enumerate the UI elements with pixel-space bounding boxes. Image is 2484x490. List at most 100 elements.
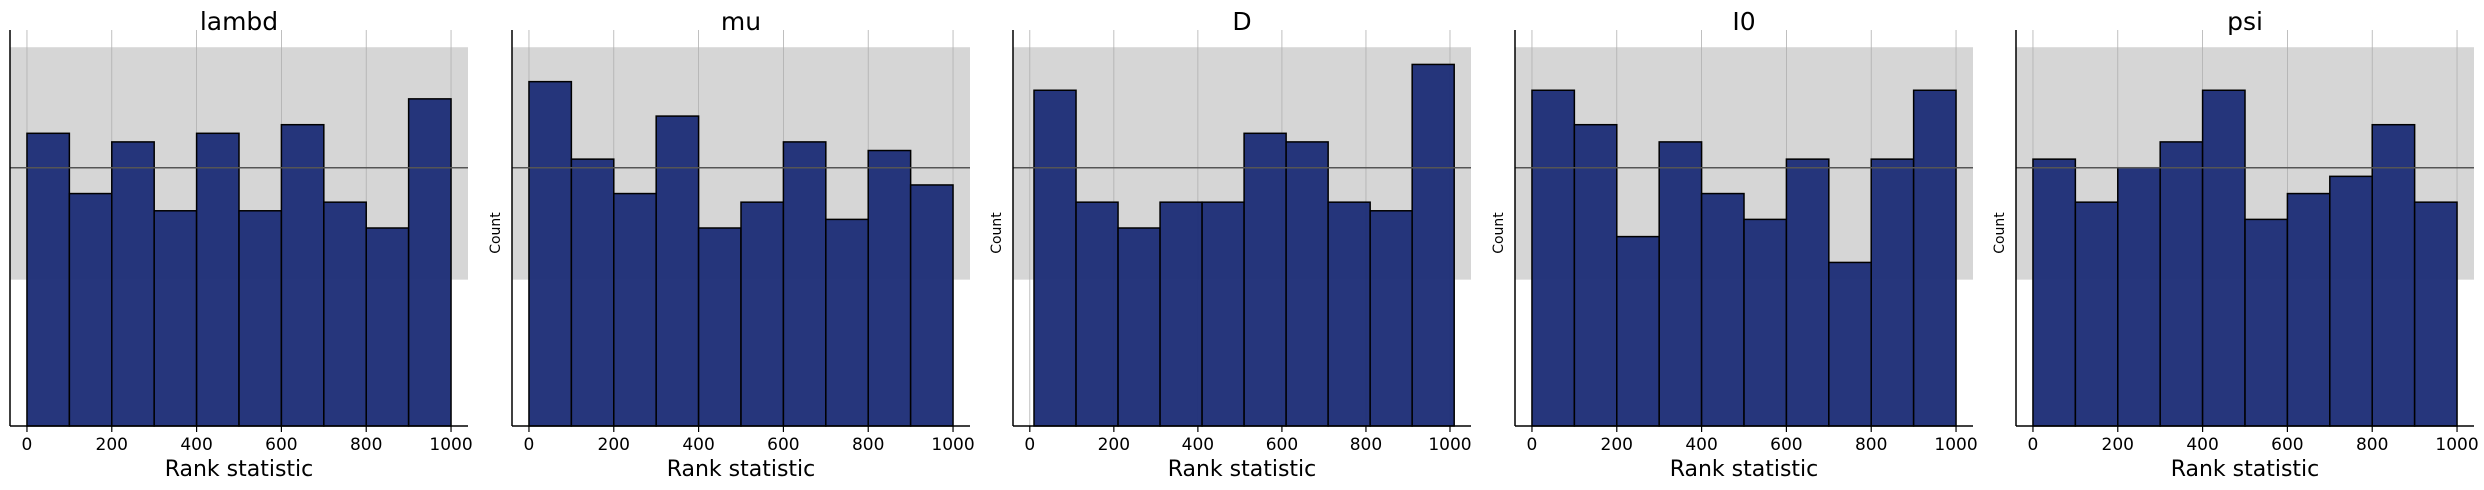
x-tick-label: 1000 <box>1934 435 1977 455</box>
x-tick-label: 600 <box>767 435 799 455</box>
x-tick-label: 1000 <box>931 435 974 455</box>
histogram-bar <box>1327 201 1371 427</box>
histogram-bar <box>153 210 198 427</box>
histogram-panel-3: 0 200 400 600 800 1000 I0 Rank statistic Count <box>1491 7 1978 482</box>
x-tick-label: 400 <box>1182 435 1214 455</box>
histogram-bar <box>1531 89 1576 427</box>
x-tick-label: 200 <box>1098 435 1130 455</box>
histogram-bar <box>1912 89 1957 427</box>
histogram-bar <box>1700 192 1745 427</box>
histogram-bar <box>570 158 615 427</box>
x-tick-label: 600 <box>1770 435 1802 455</box>
x-tick-label: 1000 <box>429 435 472 455</box>
x-axis-label: Rank statistic <box>165 457 314 482</box>
chart-title: mu <box>721 7 761 36</box>
x-tick-label: 400 <box>2186 435 2218 455</box>
chart-title: I0 <box>1732 7 1755 36</box>
histogram-bar <box>528 80 573 427</box>
x-tick-label: 200 <box>1601 435 1633 455</box>
x-tick-label: 1000 <box>1428 435 1471 455</box>
histogram-bar <box>26 132 71 427</box>
histogram-bar <box>2201 89 2246 427</box>
histogram-bar <box>1369 210 1413 427</box>
histogram-bar <box>2286 192 2331 427</box>
histogram-bar <box>867 149 912 427</box>
histogram-bar <box>1870 158 1915 427</box>
histogram-bar <box>1201 201 1245 427</box>
x-tick-label: 0 <box>22 435 33 455</box>
chart-title: D <box>1232 7 1251 36</box>
x-tick-label: 800 <box>1350 435 1382 455</box>
histogram-panel-1: 0 200 400 600 800 1000 mu Rank statistic Count <box>488 7 975 482</box>
x-tick-label: 600 <box>2271 435 2303 455</box>
x-tick-label: 400 <box>682 435 714 455</box>
x-tick-label: 0 <box>1024 435 1035 455</box>
histogram-bar <box>1658 141 1703 427</box>
x-tick-label: 600 <box>265 435 297 455</box>
histogram-bar <box>697 227 742 427</box>
histogram-bar <box>909 184 954 427</box>
histogram-bar <box>1616 235 1660 427</box>
histogram-bar <box>2074 201 2119 427</box>
histogram-bar <box>1075 201 1119 427</box>
x-axis-label: Rank statistic <box>1670 457 1819 482</box>
histogram-bar <box>2413 201 2458 427</box>
x-tick-label: 800 <box>1855 435 1887 455</box>
histogram-bar <box>1243 132 1287 427</box>
histogram-bar <box>365 227 410 427</box>
histogram-bar <box>655 115 700 427</box>
x-axis-label: Rank statistic <box>2171 457 2320 482</box>
histogram-bar <box>1033 89 1077 427</box>
histogram-bar <box>407 98 452 427</box>
x-tick-label: 400 <box>1685 435 1717 455</box>
histogram-panel-4: 0 200 400 600 800 1000 psi Rank statistic Count <box>1992 7 2479 482</box>
histogram-bar <box>1828 261 1872 427</box>
histogram-bar <box>2244 218 2289 427</box>
histogram-bar <box>1411 63 1455 427</box>
histogram-bar <box>280 123 325 427</box>
histogram-bar <box>323 201 367 427</box>
y-axis-label: Count <box>989 212 1005 254</box>
x-tick-label: 800 <box>852 435 884 455</box>
x-tick-label: 800 <box>2356 435 2388 455</box>
x-tick-label: 0 <box>524 435 535 455</box>
y-axis-label: Count <box>1491 212 1507 254</box>
x-tick-label: 200 <box>598 435 630 455</box>
y-axis-label: Count <box>1992 212 2008 254</box>
histogram-bar <box>2032 158 2077 427</box>
histogram-bar <box>825 218 869 427</box>
histogram-bar <box>1743 218 1788 427</box>
histogram-bar <box>2371 123 2416 427</box>
histogram-bar <box>1117 227 1161 427</box>
histogram-bar <box>613 192 657 427</box>
x-tick-label: 400 <box>180 435 212 455</box>
histogram-bar <box>2117 166 2161 427</box>
x-tick-label: 0 <box>2028 435 2039 455</box>
histogram-panel-0: 0 200 400 600 800 1000 lambd Rank statistic <box>9 7 473 482</box>
y-axis-label: Count <box>488 212 504 254</box>
x-tick-label: 0 <box>1527 435 1538 455</box>
histogram-bar <box>740 201 785 427</box>
x-tick-label: 800 <box>350 435 382 455</box>
histogram-bar <box>1159 201 1203 427</box>
histogram-bar <box>2329 175 2373 427</box>
chart-title: lambd <box>200 7 278 36</box>
histogram-bar <box>1573 123 1618 427</box>
chart-title: psi <box>2227 7 2263 36</box>
x-tick-label: 200 <box>2102 435 2134 455</box>
histogram-bar <box>1285 141 1329 427</box>
histogram-panel-2: 0 200 400 600 800 1000 D Rank statistic Count <box>989 7 1472 482</box>
histogram-bar <box>2159 141 2204 427</box>
x-axis-label: Rank statistic <box>667 457 816 482</box>
histogram-bar <box>782 141 827 427</box>
x-axis-label: Rank statistic <box>1168 457 1317 482</box>
x-tick-label: 1000 <box>2435 435 2478 455</box>
histogram-bar <box>195 132 240 427</box>
histogram-bar <box>238 210 283 427</box>
x-tick-label: 200 <box>96 435 128 455</box>
histogram-bar <box>1785 158 1830 427</box>
histogram-bar <box>111 141 155 427</box>
x-tick-label: 600 <box>1266 435 1298 455</box>
histogram-bar <box>68 192 113 427</box>
